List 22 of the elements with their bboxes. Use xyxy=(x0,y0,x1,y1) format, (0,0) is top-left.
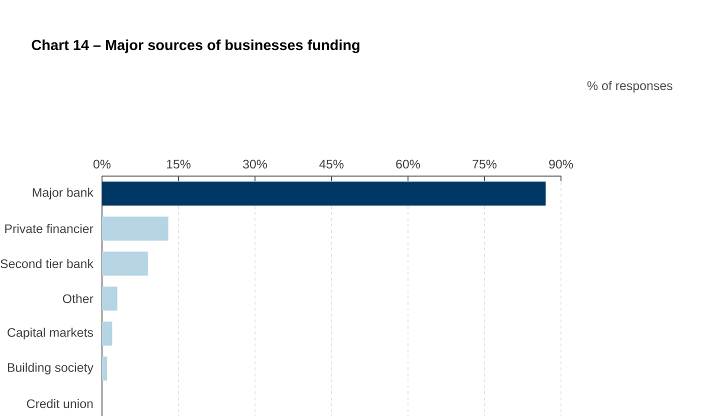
x-tick-label: 45% xyxy=(319,160,344,169)
y-tick-label: Credit union xyxy=(26,398,93,408)
bar xyxy=(102,252,148,276)
text: % of responses xyxy=(587,80,672,93)
bar xyxy=(102,322,112,346)
x-tick-label: 90% xyxy=(549,160,574,169)
y-tick-label: Building society xyxy=(8,362,94,374)
x-tick-label: 75% xyxy=(472,160,497,169)
bar xyxy=(102,356,108,381)
x-tick-label: 60% xyxy=(396,160,420,169)
x-tick-label: 15% xyxy=(166,160,191,169)
bar xyxy=(102,216,168,241)
y-tick-label: Second tier bank xyxy=(0,258,94,268)
y-tick-label: Major bank xyxy=(32,188,94,200)
y-tick-label: Other xyxy=(62,294,94,304)
bar xyxy=(102,286,118,311)
y-tick-label: Private financier xyxy=(5,224,94,234)
bar xyxy=(102,182,546,206)
x-tick-label: 30% xyxy=(243,160,268,169)
x-tick-label: 0% xyxy=(93,160,111,169)
y-tick-label: Capital markets xyxy=(8,328,94,340)
chart-title: Chart 14 – Major sources of businesses funding xyxy=(32,40,360,54)
